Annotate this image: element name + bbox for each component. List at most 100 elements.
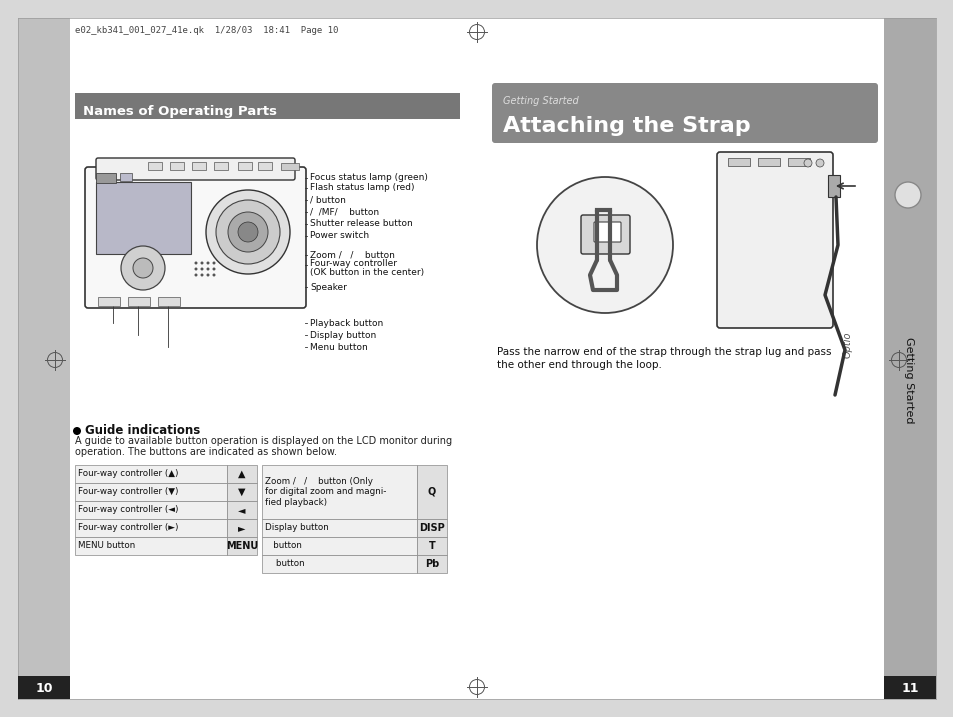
- Bar: [262, 537, 416, 555]
- Text: Getting Started: Getting Started: [502, 96, 578, 106]
- Bar: [262, 519, 416, 537]
- Text: Guide indications: Guide indications: [85, 424, 200, 437]
- Bar: [96, 182, 191, 254]
- Text: Q: Q: [428, 487, 436, 497]
- Text: operation. The buttons are indicated as shown below.: operation. The buttons are indicated as …: [75, 447, 336, 457]
- Circle shape: [237, 222, 257, 242]
- Text: Four-way controller (◄): Four-way controller (◄): [78, 505, 178, 515]
- Bar: [758, 158, 780, 166]
- FancyBboxPatch shape: [96, 158, 294, 180]
- Text: Flash status lamp (red): Flash status lamp (red): [310, 184, 414, 192]
- Text: button: button: [265, 559, 304, 569]
- Text: Names of Operating Parts: Names of Operating Parts: [83, 105, 276, 118]
- Circle shape: [213, 262, 215, 265]
- Text: Playback button: Playback button: [310, 318, 383, 328]
- Bar: [257, 162, 272, 170]
- Bar: [416, 465, 447, 519]
- Text: T: T: [428, 541, 435, 551]
- Bar: [727, 158, 749, 166]
- Text: Display button: Display button: [265, 523, 329, 533]
- Bar: [170, 162, 184, 170]
- Bar: [227, 483, 256, 501]
- Bar: [787, 158, 809, 166]
- Circle shape: [537, 177, 672, 313]
- Text: Four-way controller (►): Four-way controller (►): [78, 523, 178, 533]
- Bar: [75, 519, 227, 537]
- Bar: [75, 501, 227, 519]
- Circle shape: [206, 267, 210, 270]
- Text: /  /MF/    button: / /MF/ button: [310, 207, 378, 217]
- Circle shape: [200, 273, 203, 277]
- Text: Optio: Optio: [842, 332, 852, 358]
- Text: MENU button: MENU button: [78, 541, 135, 551]
- Text: MENU: MENU: [226, 541, 258, 551]
- Bar: [416, 537, 447, 555]
- Text: Menu button: Menu button: [310, 343, 367, 351]
- Bar: [96, 173, 116, 183]
- FancyBboxPatch shape: [85, 167, 306, 308]
- Text: / button: / button: [310, 196, 346, 204]
- Text: ►: ►: [238, 523, 246, 533]
- Text: 10: 10: [35, 683, 52, 695]
- FancyBboxPatch shape: [717, 152, 832, 328]
- Bar: [281, 163, 298, 170]
- Text: (OK button in the center): (OK button in the center): [310, 268, 424, 277]
- Text: e02_kb341_001_027_41e.qk  1/28/03  18:41  Page 10: e02_kb341_001_027_41e.qk 1/28/03 18:41 P…: [75, 26, 338, 35]
- Bar: [883, 18, 935, 699]
- Bar: [192, 162, 206, 170]
- Bar: [120, 173, 132, 181]
- Text: Four-way controller: Four-way controller: [310, 259, 396, 267]
- Bar: [18, 18, 70, 699]
- Circle shape: [894, 182, 920, 208]
- Text: Zoom /   /    button (Only
for digital zoom and magni-
fied playback): Zoom / / button (Only for digital zoom a…: [265, 477, 386, 507]
- Bar: [262, 465, 416, 519]
- Text: Attaching the Strap: Attaching the Strap: [502, 116, 750, 136]
- Bar: [75, 483, 227, 501]
- FancyBboxPatch shape: [492, 83, 877, 143]
- Circle shape: [194, 262, 197, 265]
- Circle shape: [215, 200, 280, 264]
- Text: Pass the narrow end of the strap through the strap lug and pass: Pass the narrow end of the strap through…: [497, 347, 831, 357]
- Bar: [227, 519, 256, 537]
- Text: Speaker: Speaker: [310, 282, 347, 292]
- Text: the other end through the loop.: the other end through the loop.: [497, 360, 661, 370]
- Circle shape: [200, 262, 203, 265]
- Bar: [416, 555, 447, 573]
- Text: DISP: DISP: [418, 523, 444, 533]
- FancyBboxPatch shape: [580, 215, 629, 254]
- Text: Focus status lamp (green): Focus status lamp (green): [310, 174, 428, 183]
- Circle shape: [228, 212, 268, 252]
- Circle shape: [213, 273, 215, 277]
- Text: ▲: ▲: [238, 469, 246, 479]
- Bar: [227, 501, 256, 519]
- Text: Shutter release button: Shutter release button: [310, 219, 413, 229]
- Circle shape: [194, 267, 197, 270]
- Bar: [416, 519, 447, 537]
- Bar: [227, 465, 256, 483]
- Text: ◄: ◄: [238, 505, 246, 515]
- Circle shape: [73, 427, 81, 435]
- Circle shape: [200, 267, 203, 270]
- Circle shape: [206, 262, 210, 265]
- Text: Zoom /   /    button: Zoom / / button: [310, 250, 395, 260]
- Text: Getting Started: Getting Started: [903, 337, 913, 423]
- Text: Display button: Display button: [310, 331, 375, 340]
- Bar: [75, 93, 459, 119]
- Bar: [262, 555, 416, 573]
- Text: Four-way controller (▲): Four-way controller (▲): [78, 470, 178, 478]
- Bar: [98, 297, 120, 306]
- Text: Power switch: Power switch: [310, 232, 369, 240]
- Circle shape: [206, 273, 210, 277]
- Text: A guide to available button operation is displayed on the LCD monitor during: A guide to available button operation is…: [75, 436, 452, 446]
- Bar: [213, 162, 228, 170]
- Circle shape: [206, 190, 290, 274]
- Circle shape: [121, 246, 165, 290]
- Circle shape: [194, 273, 197, 277]
- Bar: [128, 297, 150, 306]
- Circle shape: [213, 267, 215, 270]
- Circle shape: [803, 159, 811, 167]
- Bar: [227, 537, 256, 555]
- Bar: [75, 465, 227, 483]
- Circle shape: [815, 159, 823, 167]
- FancyBboxPatch shape: [594, 222, 620, 242]
